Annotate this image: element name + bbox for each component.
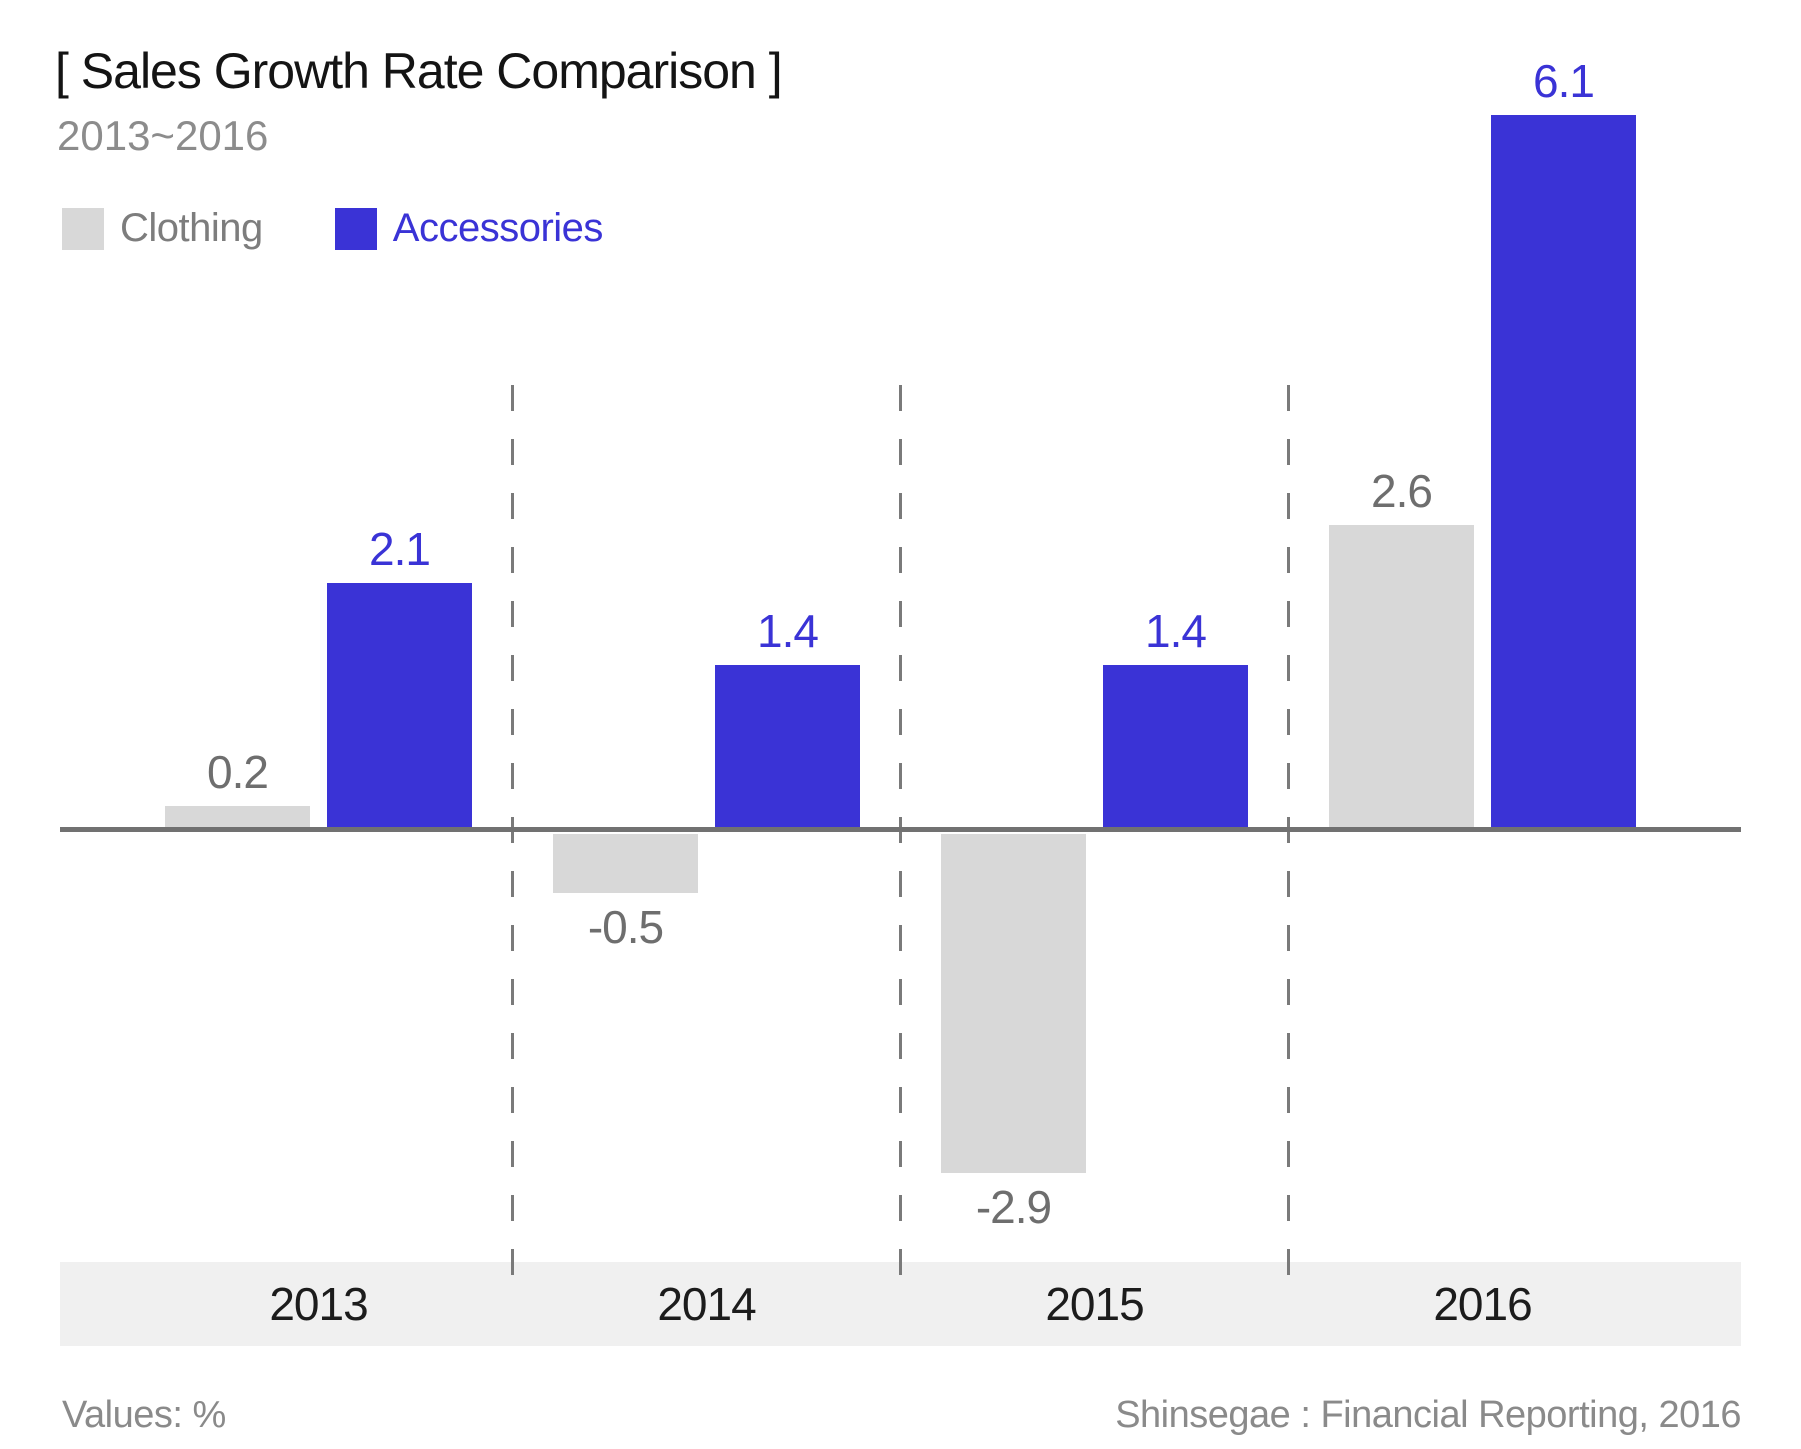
bar-clothing-2016: [1329, 524, 1474, 829]
value-label-accessories-2015: 1.4: [1145, 605, 1207, 658]
chart-title: [ Sales Growth Rate Comparison ]: [55, 43, 783, 99]
bar-clothing-2015: [941, 834, 1086, 1174]
value-label-clothing-2014: -0.5: [587, 900, 664, 953]
bar-clothing-2014: [553, 834, 698, 893]
value-label-accessories-2016: 6.1: [1533, 55, 1595, 108]
value-label-accessories-2013: 2.1: [369, 523, 431, 576]
legend-swatch-clothing: [62, 207, 104, 250]
chart-legend: Clothing Accessories: [62, 206, 603, 251]
legend-item-clothing: Clothing: [62, 206, 263, 251]
separator-line: [511, 385, 514, 1295]
bar-accessories-2013: [327, 583, 472, 829]
year-label-2016: 2016: [1433, 1278, 1532, 1330]
year-label-2014: 2014: [657, 1278, 756, 1330]
legend-swatch-accessories: [334, 207, 377, 250]
separator-line: [899, 385, 902, 1295]
bar-accessories-2016: [1491, 115, 1636, 829]
bar-accessories-2014: [715, 665, 860, 829]
year-label-2013: 2013: [269, 1278, 368, 1330]
legend-label-accessories: Accessories: [392, 206, 604, 250]
bar-accessories-2015: [1103, 665, 1248, 829]
legend-label-clothing: Clothing: [120, 206, 263, 250]
source-note: Shinsegae : Financial Reporting, 2016: [1115, 1394, 1741, 1436]
separator-line: [1287, 385, 1290, 1295]
value-label-clothing-2015: -2.9: [975, 1181, 1052, 1234]
value-label-clothing-2016: 2.6: [1371, 464, 1433, 517]
bar-clothing-2013: [165, 805, 310, 829]
year-label-2015: 2015: [1045, 1278, 1144, 1330]
value-label-clothing-2013: 0.2: [207, 745, 269, 798]
legend-item-accessories: Accessories: [334, 206, 604, 251]
zero-axis-line: [60, 827, 1741, 832]
chart-subtitle: 2013~2016: [57, 112, 269, 159]
value-label-accessories-2014: 1.4: [757, 605, 819, 658]
values-unit-note: Values: %: [62, 1394, 226, 1436]
